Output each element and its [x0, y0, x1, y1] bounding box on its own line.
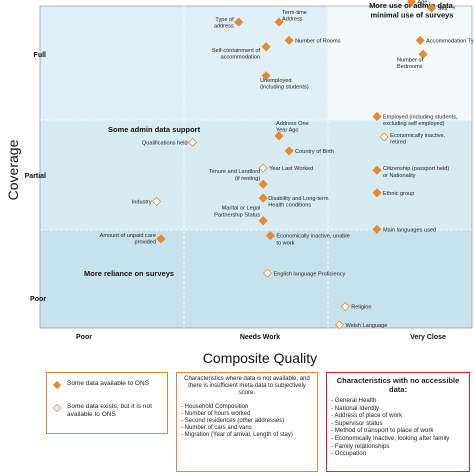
- data-point-marker: [152, 196, 162, 206]
- y-tick-label: Full: [34, 52, 46, 59]
- data-point-marker: [258, 163, 268, 173]
- data-point-marker: [334, 320, 345, 330]
- data-point-marker: [372, 224, 382, 234]
- list-item: - Migration (Year of arrival, Length of …: [181, 432, 293, 439]
- data-point-label: Unemployed (including students): [260, 78, 309, 91]
- no-accessible-data-box: Characteristics with no accessible data:…: [326, 372, 470, 472]
- data-point-label: Disability and Long-term Health condition…: [268, 196, 329, 209]
- region-label: More reliance on surveys: [84, 269, 174, 278]
- list-item: - General Health: [331, 397, 377, 404]
- data-point-label: Ethnic group: [383, 191, 414, 197]
- data-point-label: Amount of unpaid care provided: [100, 233, 156, 246]
- legend-unavailable-label: Some data exists, but it is not availabl…: [67, 403, 152, 418]
- data-point-marker: [234, 17, 244, 27]
- list-item: - Second residences (other addresses): [181, 418, 285, 425]
- list-item: - National Identity: [331, 404, 380, 412]
- list-item: - Family relationships: [331, 442, 390, 450]
- data-point-label: Economically inactive, unable to work: [276, 234, 349, 247]
- legend-unavailable-marker: [53, 404, 61, 412]
- data-point-marker: [372, 165, 382, 175]
- insufficient-metadata-box: Characteristics where data is not availa…: [176, 372, 318, 472]
- data-point-label: Main languages used: [383, 227, 436, 233]
- data-point-marker: [372, 111, 382, 122]
- data-point-label: Term-time Address: [282, 10, 307, 23]
- region-partial-coverage: [40, 120, 472, 230]
- region-more-reliance-on-surveys: [40, 230, 472, 328]
- list-item: - Number of cars and vans: [181, 425, 252, 432]
- data-point-label: Address One Year Ago: [276, 121, 309, 134]
- data-point-label: Economically inactive, retired: [390, 133, 445, 146]
- data-point-marker: [274, 131, 284, 141]
- data-point-marker: [258, 193, 268, 203]
- data-point-label: Industry: [132, 199, 152, 205]
- data-point-label: Self-containment of accommodation: [212, 48, 261, 61]
- list-item: - Number of hours worked: [181, 410, 251, 417]
- data-point-label: Qualifications held: [142, 140, 188, 146]
- orange-diamond-icon: [53, 381, 61, 389]
- data-point-marker: [261, 42, 271, 52]
- data-point-label: Accommodation Type: [426, 38, 474, 44]
- data-point-marker: [415, 35, 425, 45]
- plot-border: [39, 5, 473, 329]
- legend-available-label: Some data available to ONS: [67, 380, 150, 387]
- data-point-label: Number of Bedrooms: [397, 57, 424, 70]
- list-item: - Economically Inactive, looking after f…: [331, 434, 450, 442]
- data-point-marker: [340, 301, 350, 312]
- data-point-marker: [258, 216, 268, 226]
- no-accessible-data-list: - General Health - National Identity - A…: [331, 397, 465, 458]
- data-point-marker: [274, 17, 284, 27]
- x-tick-label: Poor: [76, 334, 92, 341]
- data-point-label: Year Last Worked: [269, 166, 313, 172]
- list-item: - Address of place of work: [331, 412, 403, 420]
- data-point-label: Sex: [438, 6, 448, 12]
- insufficient-metadata-description: Characteristics where data is not availa…: [184, 376, 310, 397]
- y-axis-title: Coverage: [5, 139, 21, 200]
- data-point-label: English language Proficiency: [274, 271, 346, 277]
- data-point-marker: [258, 179, 268, 189]
- data-point-marker: [372, 188, 382, 198]
- x-tick-label: Very Close: [410, 334, 446, 341]
- data-point-marker: [418, 49, 428, 59]
- legend-available-marker: [53, 381, 61, 389]
- x-axis-title: Composite Quality: [203, 350, 317, 366]
- data-point-marker: [284, 146, 294, 156]
- region-label: Some admin data support: [108, 125, 201, 134]
- coverage-quality-chart: More use of admin data, minimal use of su…: [5, 0, 474, 366]
- data-point-marker: [284, 35, 294, 45]
- data-point-marker: [156, 234, 166, 244]
- list-item: - Method of transport to place of work: [331, 427, 434, 435]
- data-point-marker: [406, 0, 417, 7]
- data-point-label: Marital or Legal Partnership Status: [214, 206, 260, 219]
- marker-legend: Some data available to ONS Some data exi…: [46, 372, 168, 434]
- data-point-label: Country of Birth: [295, 149, 334, 155]
- no-accessible-data-title: Characteristics with no accessible data:: [336, 376, 460, 394]
- data-point-marker: [379, 132, 389, 142]
- data-point-label: Tenure and Landlord (if renting): [209, 169, 260, 182]
- list-item: - Occupation: [331, 450, 367, 458]
- y-tick-label: Poor: [30, 296, 46, 303]
- data-point-label: Age: [418, 0, 428, 6]
- region-more-admin-data: [328, 6, 472, 120]
- y-tick-label: Partial: [25, 173, 46, 180]
- data-point-marker: [188, 137, 198, 147]
- data-point-label: Citizenship (passport held) or Nationalit…: [383, 166, 449, 179]
- data-point-label: Employed (including students, excluding s…: [383, 115, 458, 128]
- data-point-label: Religion: [351, 305, 371, 311]
- data-point-label: Number of Rooms: [295, 38, 341, 44]
- data-point-label: Welsh Language: [346, 323, 388, 329]
- data-point-label: Type of address: [214, 17, 234, 30]
- data-point-marker: [261, 71, 271, 81]
- data-point-marker: [265, 231, 275, 241]
- hollow-diamond-icon: [53, 404, 61, 412]
- insufficient-metadata-list: - Household Composition - Number of hour…: [181, 404, 313, 440]
- data-point-marker: [427, 3, 437, 13]
- data-point-marker: [262, 268, 273, 278]
- x-tick-label: Needs Work: [240, 334, 280, 341]
- list-item: - Supervisor status: [331, 419, 383, 427]
- list-item: - Household Composition: [181, 403, 249, 410]
